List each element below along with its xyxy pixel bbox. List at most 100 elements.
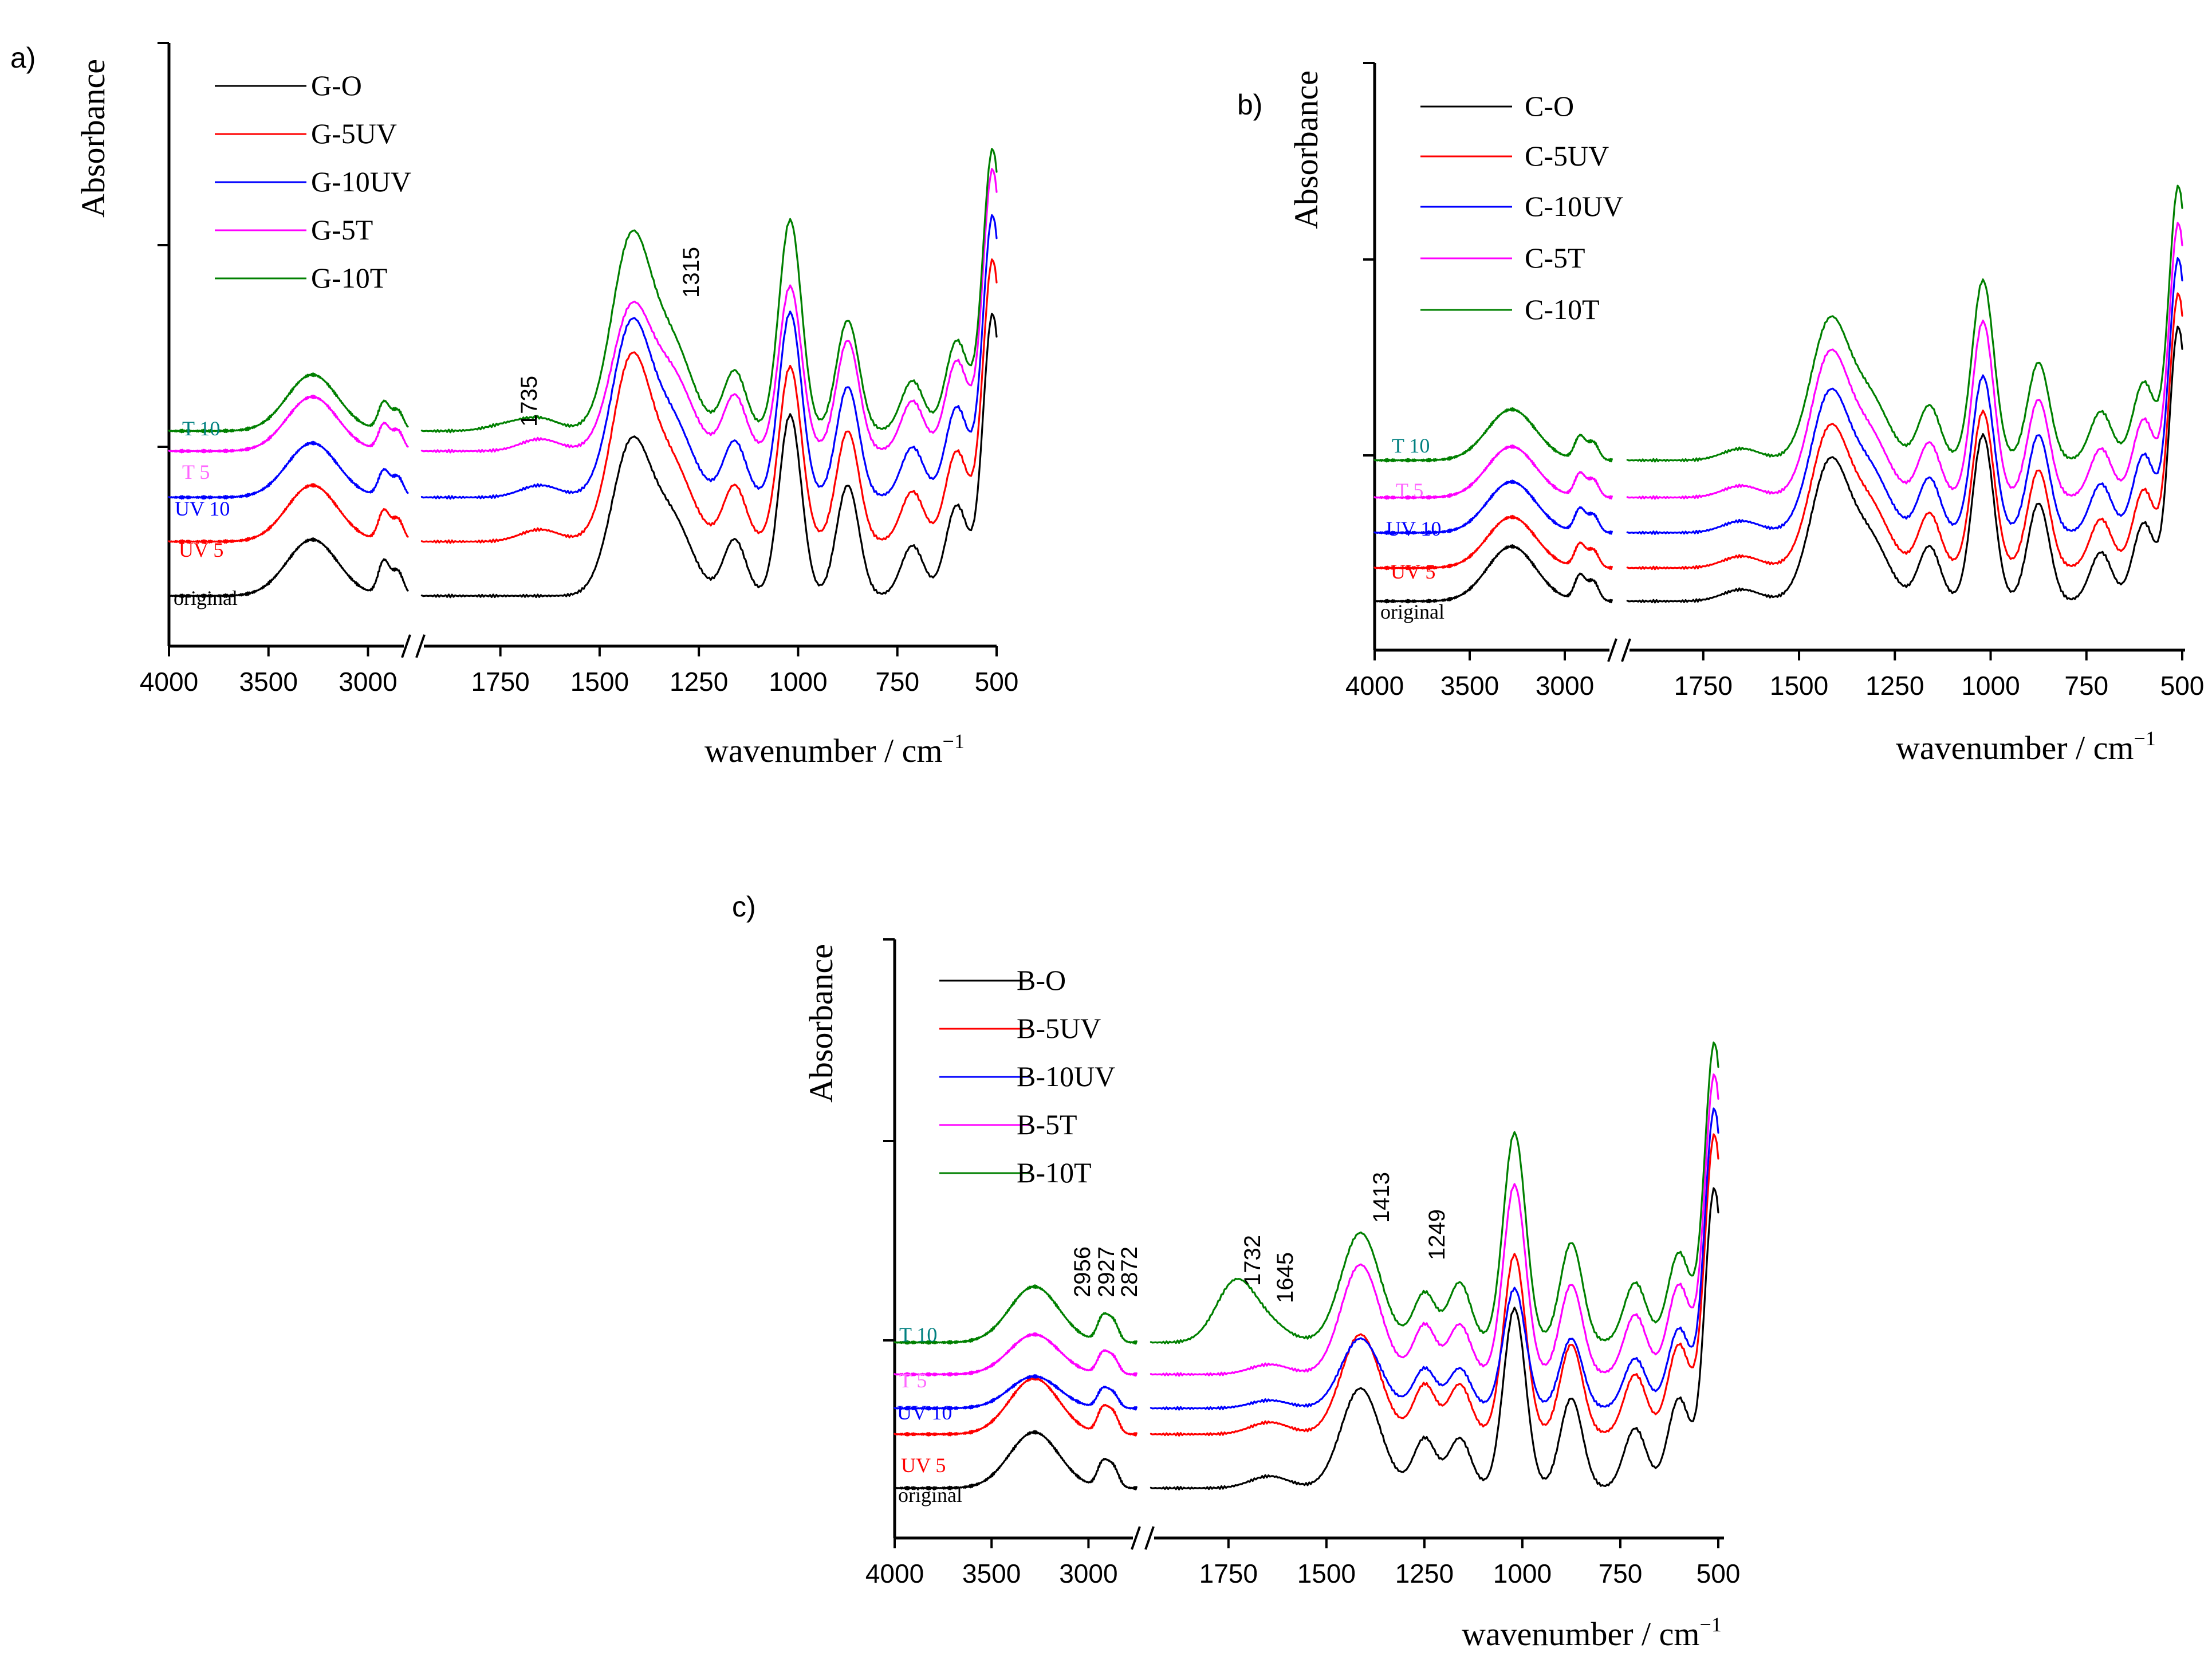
x-tick-label-3500: 3500	[239, 667, 298, 697]
legend-entry-C-10UV: C-10UV	[1525, 190, 1623, 222]
panel-b-legend: C-O C-5UV C-10UV C-5T C-10T	[1420, 90, 1623, 325]
panel-b-label-t5: T 5	[1396, 479, 1423, 502]
panel-c-peak-1249: 1249	[1424, 1209, 1450, 1260]
x-tick-label-1500: 1500	[1770, 671, 1828, 701]
series-line-C-10T	[1373, 184, 2183, 463]
panel-c-peak-2927: 2927	[1094, 1246, 1119, 1297]
x-tick-label-3000: 3000	[1059, 1559, 1117, 1588]
series-line-C-10UV	[1373, 257, 2183, 535]
panel-a-letter: a)	[10, 42, 36, 74]
x-tick-label-1000: 1000	[769, 667, 827, 697]
panel-b-y-label: Absorbance	[1288, 70, 1325, 229]
x-tick-label-500: 500	[2160, 671, 2205, 701]
panel-a-label-uv10: UV 10	[175, 497, 230, 520]
x-tick-label-1000: 1000	[1493, 1559, 1552, 1588]
series-line-C-5T	[1373, 222, 2183, 500]
panel-a-label-t10: T 10	[182, 417, 220, 440]
legend-entry-B-5UV: B-5UV	[1017, 1012, 1101, 1044]
panel-b-label-uv10: UV 10	[1386, 517, 1441, 540]
x-tick-label-1750: 1750	[1199, 1559, 1258, 1588]
x-tick-label-4000: 4000	[140, 667, 198, 697]
series-line-C-O	[1373, 325, 2183, 604]
panel-c-legend: B-O B-5UV B-10UV B-5T B-10T	[939, 964, 1115, 1189]
panel-b-traces	[1373, 184, 2183, 604]
legend-entry-C-5UV: C-5UV	[1525, 140, 1609, 172]
x-tick-label-750: 750	[875, 667, 919, 697]
panel-a-curve-labels: original UV 5 UV 10 T 5 T 10	[174, 417, 238, 609]
x-tick-label-1250: 1250	[1865, 671, 1924, 701]
panel-a-label-uv5: UV 5	[179, 538, 223, 561]
legend-entry-G-5UV: G-5UV	[311, 117, 397, 150]
legend-entry-C-O: C-O	[1525, 90, 1574, 122]
series-line-B-5T	[894, 1073, 1719, 1377]
series-line-B-5UV	[894, 1133, 1719, 1437]
x-tick-label-1250: 1250	[670, 667, 728, 697]
panel-b-x-label: wavenumber / cm−1	[1896, 727, 2156, 766]
x-tick-label-3000: 3000	[1536, 671, 1594, 701]
series-line-G-O	[168, 312, 998, 599]
x-tick-label-4000: 4000	[1345, 671, 1404, 701]
panel-a-peak-1735: 1735	[517, 376, 542, 427]
x-tick-label-1250: 1250	[1395, 1559, 1454, 1588]
panel-c-y-label: Absorbance	[802, 944, 840, 1103]
panel-a-plot-area: 4000 3500 3000 1750 1500 1250 1000 750 500	[140, 42, 1019, 697]
panel-c-peak-2956: 2956	[1070, 1246, 1095, 1297]
series-line-B-10UV	[894, 1107, 1719, 1411]
panel-c-curve-labels: original UV 5 UV 10 T 5 T 10	[897, 1323, 962, 1506]
panel-b-plot-area: 4000 3500 3000 1750 1500 1250 1000 750 500	[1345, 62, 2205, 701]
panel-c-letter: c)	[732, 891, 756, 923]
panel-c-peak-1732: 1732	[1240, 1235, 1265, 1286]
series-line-G-10UV	[168, 214, 998, 500]
panel-c-label-uv5: UV 5	[901, 1454, 946, 1477]
panel-c-traces	[894, 1041, 1719, 1490]
x-tick-label-3500: 3500	[1440, 671, 1499, 701]
panel-b-label-uv5: UV 5	[1391, 560, 1435, 583]
series-line-G-5T	[168, 168, 998, 454]
legend-entry-C-5T: C-5T	[1525, 242, 1585, 274]
x-tick-label-3000: 3000	[339, 667, 397, 697]
panel-b-label-original: original	[1380, 600, 1445, 623]
legend-entry-B-10T: B-10T	[1017, 1157, 1092, 1189]
panel-b-x-ticks: 4000 3500 3000 1750 1500 1250 1000 750 500	[1345, 650, 2205, 701]
legend-entry-G-O: G-O	[311, 69, 362, 101]
panel-c-x-label: wavenumber / cm−1	[1462, 1613, 1722, 1653]
x-tick-label-1500: 1500	[1297, 1559, 1356, 1588]
panel-c-x-ticks: 4000 3500 3000 1750 1500 1250 1000 750 500	[865, 1538, 1741, 1588]
x-tick-label-1000: 1000	[1961, 671, 2020, 701]
panel-c-label-uv10: UV 10	[897, 1401, 952, 1424]
panel-a-label-original: original	[174, 587, 238, 609]
panel-c: c) Absorbance 4000 3500 3000 1750 1500 1250 10…	[732, 891, 1740, 1653]
panel-b-curve-labels: original UV 5 UV 10 T 5 T 10	[1380, 434, 1445, 623]
legend-entry-B-10UV: B-10UV	[1017, 1060, 1115, 1092]
panel-c-plot-area: 4000 3500 3000 1750 1500 1250 1000 750 500	[865, 938, 1741, 1588]
panel-c-peak-1413: 1413	[1369, 1172, 1394, 1223]
x-tick-label-4000: 4000	[865, 1559, 924, 1588]
legend-entry-B-5T: B-5T	[1017, 1108, 1077, 1140]
panel-a-y-label: Absorbance	[74, 59, 112, 218]
panel-c-peak-1645: 1645	[1273, 1252, 1298, 1303]
series-line-C-5UV	[1373, 292, 2183, 571]
panel-b-label-t10: T 10	[1392, 434, 1430, 457]
panel-a-label-t5: T 5	[182, 461, 210, 483]
panel-c-label-t10: T 10	[899, 1323, 937, 1346]
legend-entry-G-10T: G-10T	[311, 262, 387, 294]
legend-entry-B-O: B-O	[1017, 964, 1066, 996]
panel-a-x-label: wavenumber / cm−1	[704, 730, 965, 769]
x-tick-label-1750: 1750	[1674, 671, 1733, 701]
panel-b: b) Absorbance 4000 3500 3000 1750 1500 1250 10…	[1237, 62, 2205, 766]
x-tick-label-1750: 1750	[471, 667, 529, 697]
panel-a-traces	[168, 148, 998, 599]
panel-c-label-original: original	[898, 1484, 962, 1506]
panel-b-letter: b)	[1237, 89, 1262, 121]
x-tick-label-500: 500	[975, 667, 1019, 697]
x-tick-label-3500: 3500	[962, 1559, 1021, 1588]
panel-c-label-t5: T 5	[899, 1369, 927, 1392]
x-tick-label-1500: 1500	[570, 667, 629, 697]
legend-entry-C-10T: C-10T	[1525, 293, 1600, 325]
series-line-B-10T	[894, 1041, 1719, 1345]
panel-a-peak-1315: 1315	[679, 247, 704, 298]
series-line-G-5UV	[168, 258, 998, 544]
x-tick-label-750: 750	[1599, 1559, 1643, 1588]
x-tick-label-500: 500	[1697, 1559, 1741, 1588]
x-tick-label-750: 750	[2064, 671, 2108, 701]
